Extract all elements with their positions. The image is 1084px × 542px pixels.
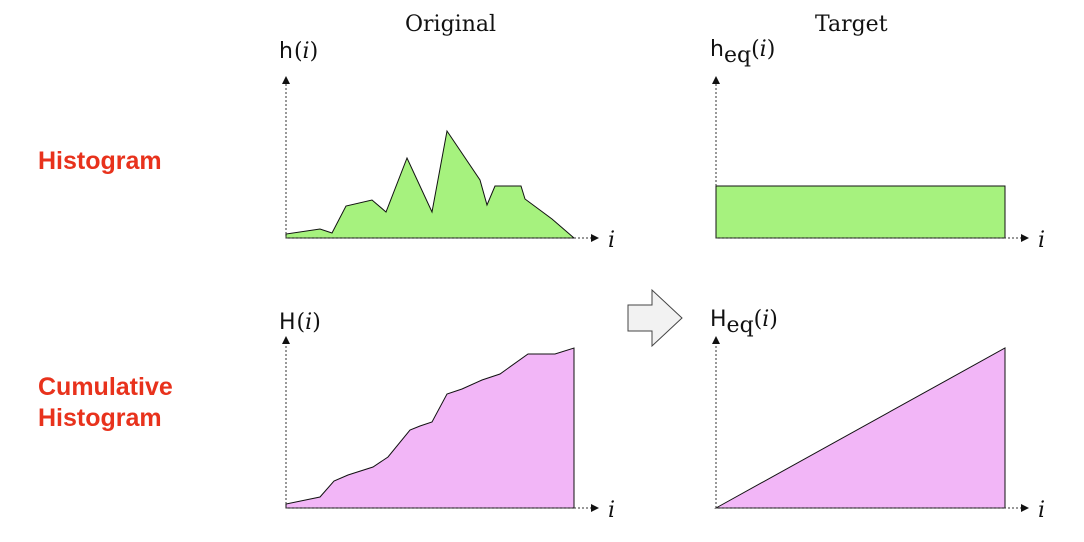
- target-histogram-panel: heq(i) i: [710, 37, 1045, 253]
- target-cumulative-x-label: i: [1038, 498, 1045, 523]
- original-cumulative-panel: H(i) i: [279, 310, 615, 523]
- original-histogram-panel: h(i) i: [279, 39, 615, 253]
- original-histogram-area: [285, 129, 576, 239]
- original-cumulative-y-label: H(i): [279, 310, 321, 335]
- target-cumulative-y-label: Heq(i): [710, 307, 778, 338]
- row-label-histogram: Histogram: [38, 147, 162, 175]
- column-title-original: Original: [405, 12, 497, 37]
- original-histogram-y-label: h(i): [279, 39, 318, 64]
- target-histogram-area: [715, 185, 1006, 239]
- original-cumulative-x-label: i: [608, 498, 615, 523]
- row-label-line-2: Histogram: [38, 404, 162, 432]
- target-histogram-x-label: i: [1038, 228, 1045, 253]
- column-title-target: Target: [815, 12, 888, 37]
- original-cumulative-area: [285, 347, 575, 509]
- right-arrow-icon: [627, 288, 683, 348]
- row-label-line-1: Cumulative: [38, 373, 173, 401]
- row-label-cumulative-histogram: Cumulative Histogram: [38, 372, 173, 434]
- target-cumulative-panel: Heq(i) i: [710, 307, 1045, 523]
- original-histogram-x-label: i: [608, 228, 615, 253]
- target-histogram-y-label: heq(i): [710, 37, 775, 68]
- target-cumulative-area: [714, 347, 1006, 509]
